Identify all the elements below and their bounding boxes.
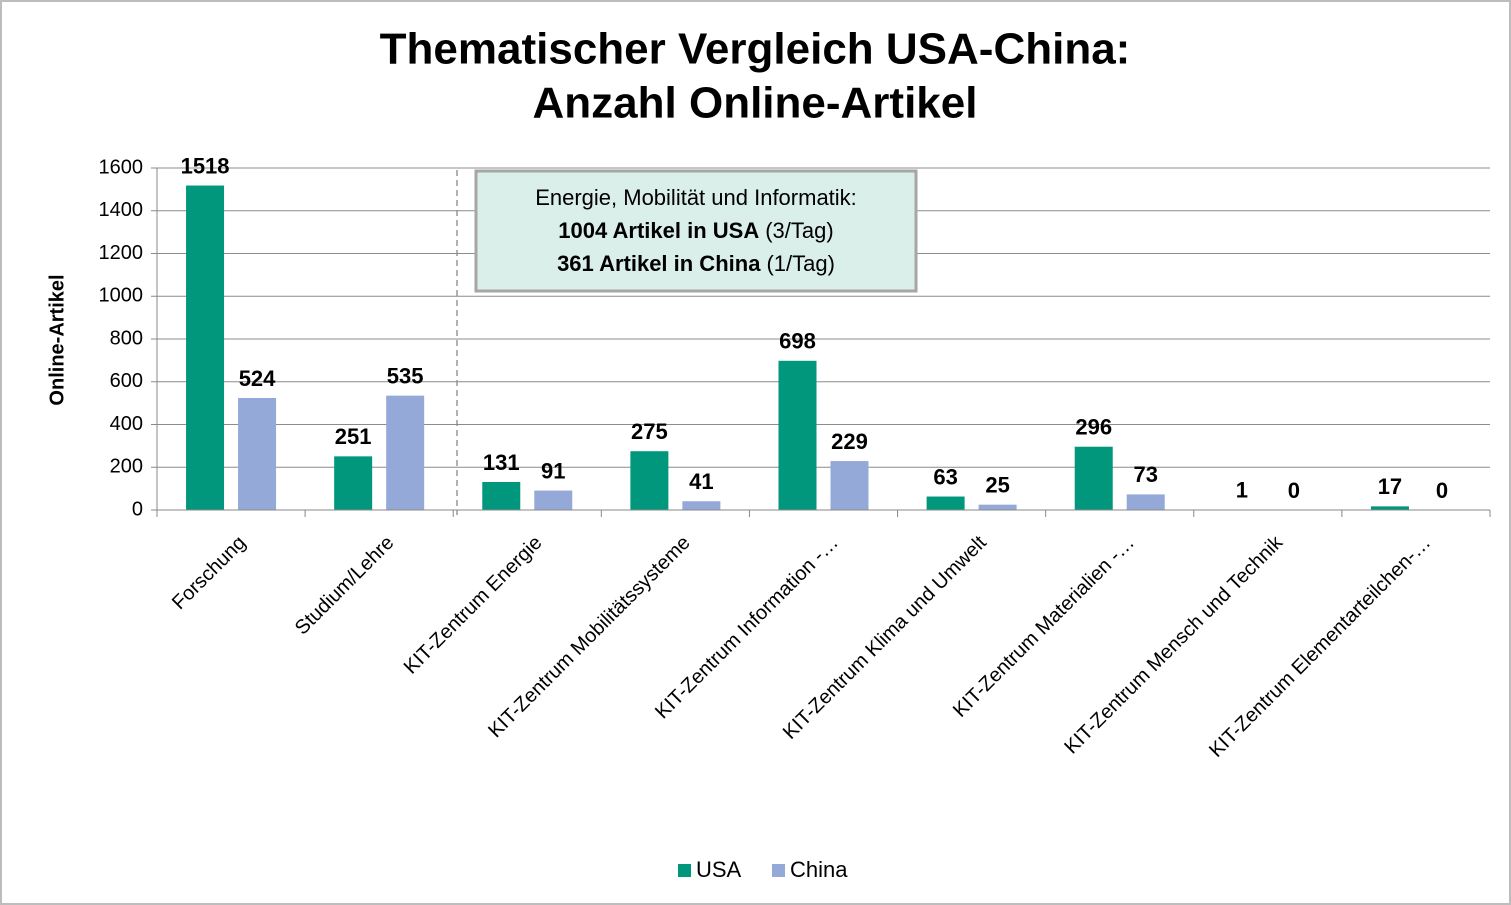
value-label: 63 — [933, 464, 957, 489]
annotation-line: 361 Artikel in China (1/Tag) — [557, 251, 835, 276]
value-label: 524 — [239, 366, 276, 391]
value-label: 535 — [387, 363, 424, 388]
value-label: 131 — [483, 450, 520, 475]
y-tick-label: 800 — [110, 327, 143, 349]
y-tick-label: 1000 — [99, 285, 144, 307]
bar — [1126, 494, 1165, 510]
y-axis-label: Online-Artikel — [46, 274, 68, 405]
annotation-text: (3/Tag) — [765, 218, 833, 243]
value-label: 25 — [985, 472, 1009, 497]
value-label: 275 — [631, 419, 668, 444]
value-label: 91 — [541, 458, 565, 483]
bar — [186, 185, 225, 510]
value-label: 229 — [831, 429, 868, 454]
bar — [978, 504, 1017, 510]
legend-swatch — [772, 864, 785, 877]
bar — [386, 395, 425, 510]
value-label: 1518 — [181, 153, 230, 178]
value-label: 251 — [335, 424, 372, 449]
value-label: 296 — [1075, 415, 1112, 440]
bar — [778, 360, 817, 510]
y-tick-label: 1400 — [99, 199, 144, 221]
y-tick-label: 600 — [110, 370, 143, 392]
value-label: 698 — [779, 329, 816, 354]
bar — [630, 451, 669, 510]
bar — [830, 461, 869, 510]
annotation-text: Energie, Mobilität und Informatik: — [535, 185, 857, 210]
annotation-line: Energie, Mobilität und Informatik: — [535, 185, 857, 210]
bar — [682, 501, 721, 510]
chart-title: Thematischer Vergleich USA-China: — [380, 25, 1131, 74]
value-label: 0 — [1436, 478, 1448, 503]
bar — [334, 456, 373, 510]
y-tick-label: 400 — [110, 413, 143, 435]
annotation-bold: 361 Artikel in China — [557, 251, 761, 276]
bar — [926, 496, 965, 510]
legend-swatch — [678, 864, 691, 877]
chart-title: Anzahl Online-Artikel — [533, 79, 978, 128]
annotation-box — [474, 169, 918, 293]
bar — [1074, 446, 1113, 510]
y-tick-label: 1600 — [99, 156, 144, 178]
value-label: 41 — [689, 469, 713, 494]
bar — [238, 397, 277, 510]
annotation-line: 1004 Artikel in USA (3/Tag) — [558, 218, 833, 243]
y-tick-label: 200 — [110, 456, 143, 478]
legend-label: USA — [696, 857, 742, 882]
y-tick-label: 0 — [132, 498, 143, 520]
y-tick-label: 1200 — [99, 242, 144, 264]
annotation-text: (1/Tag) — [766, 251, 834, 276]
value-label: 17 — [1378, 474, 1402, 499]
value-label: 73 — [1133, 462, 1157, 487]
value-label: 0 — [1288, 478, 1300, 503]
bar — [534, 490, 573, 510]
legend-label: China — [790, 857, 848, 882]
bar — [482, 481, 521, 510]
annotation-bold: 1004 Artikel in USA — [558, 218, 759, 243]
value-label: 1 — [1236, 478, 1248, 503]
bar — [1370, 506, 1409, 510]
